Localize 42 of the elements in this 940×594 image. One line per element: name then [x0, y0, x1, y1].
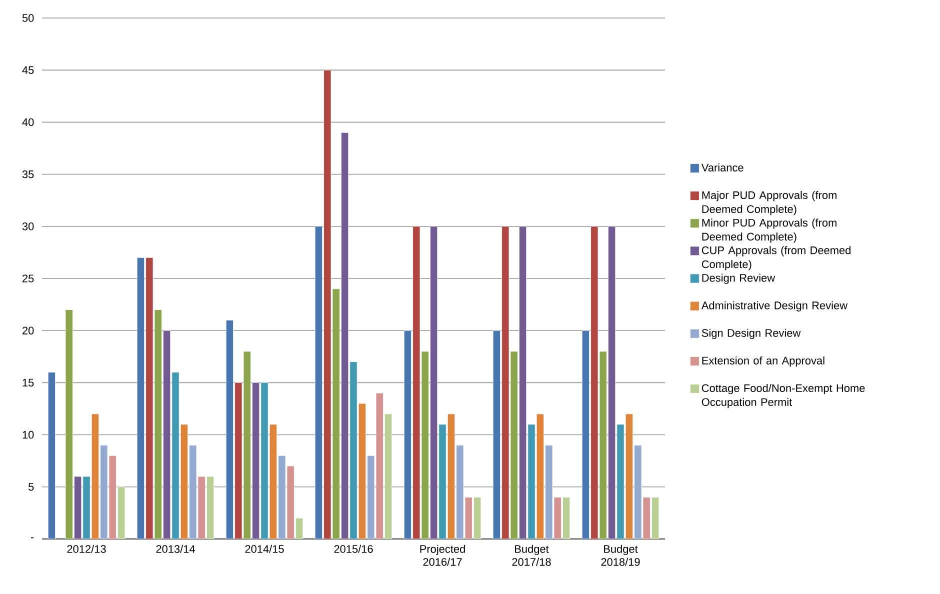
y-tick-label: 5 [28, 483, 34, 491]
y-tick-label: 25 [22, 274, 34, 282]
y-tick-label: 50 [22, 14, 34, 22]
bar [226, 320, 234, 539]
x-tick-label: Budget 2017/18 [512, 544, 551, 566]
y-tick-label: 40 [22, 118, 34, 126]
bar [384, 414, 392, 539]
y-tick-label: 30 [22, 222, 34, 230]
legend-label: Major PUD Approvals (from Deemed Complete) [702, 190, 836, 216]
y-tick-label: 10 [22, 430, 34, 439]
legend-label: CUP Approvals (from Deemed Complete) [702, 246, 850, 270]
legend-label: Administrative Design Review [701, 301, 848, 312]
bar [376, 392, 384, 539]
x-tick-label: Budget 2018/19 [601, 544, 640, 566]
bar [502, 226, 510, 539]
legend-label: Cottage Food/Non-Exempt Home Occupation Permit [702, 384, 865, 408]
x-tick-label: 2015/16 [334, 544, 373, 553]
y-tick-label: 20 [22, 326, 34, 334]
bar [324, 70, 332, 539]
bar [582, 330, 590, 539]
legend-label: Sign Design Review [702, 328, 801, 340]
y-tick-label: 35 [22, 170, 34, 178]
y-tick-label: - [30, 537, 34, 538]
legend-label: Extension of an Approval [702, 356, 824, 367]
bar [146, 257, 154, 539]
x-tick-label: Projected 2016/17 [420, 544, 465, 566]
y-tick-label: 15 [22, 378, 34, 387]
legend-label: Minor PUD Approvals (from Deemed Complete) [702, 218, 836, 243]
bar [136, 257, 145, 539]
legend-label: Design Review [702, 274, 776, 284]
bar [404, 330, 412, 539]
bar [590, 226, 598, 539]
x-tick-label: 2012/13 [67, 544, 106, 553]
bar [314, 226, 323, 539]
bar [234, 382, 242, 539]
y-tick-label: 45 [22, 66, 34, 74]
bar [48, 372, 56, 539]
x-tick-label: 2014/15 [245, 544, 284, 553]
bar [492, 330, 501, 539]
bar [412, 226, 420, 539]
legend-label: Variance [701, 163, 744, 172]
x-tick-label: 2013/14 [156, 544, 195, 553]
